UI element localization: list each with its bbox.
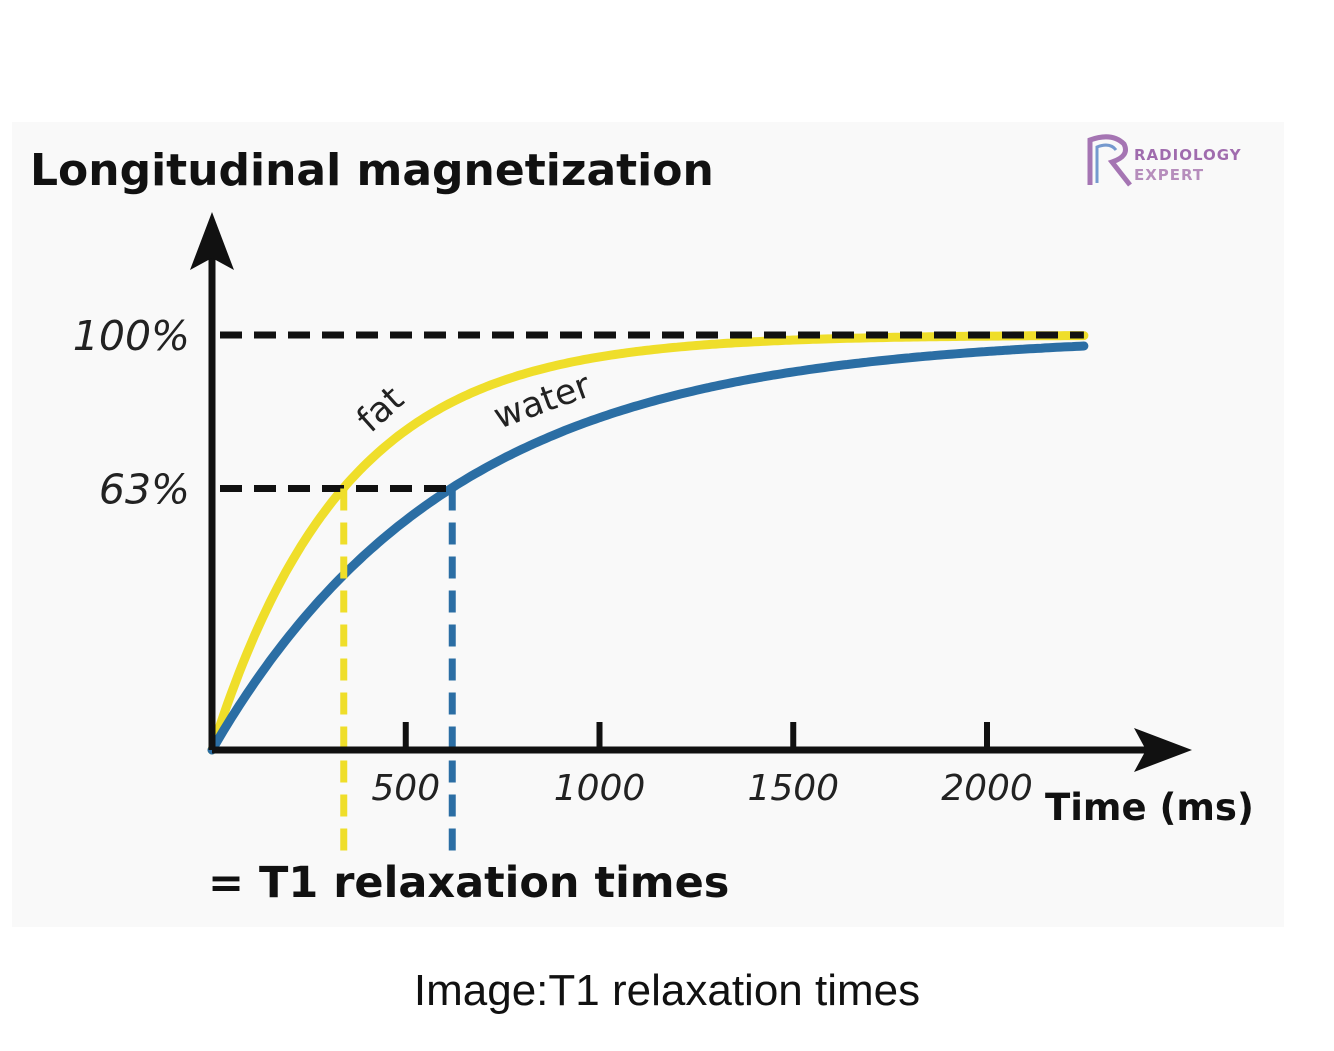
y-tick-label-63: 63% — [99, 466, 190, 514]
x-tick-label-1500: 1500 — [747, 768, 839, 809]
x-axis-arrow-icon — [1134, 728, 1192, 772]
logo-line1: RADIOLOGY — [1134, 146, 1242, 164]
radiology-expert-logo: RADIOLOGY EXPERT — [1087, 134, 1242, 187]
x-tick-label-1000: 1000 — [554, 768, 646, 809]
series-line-water — [207, 341, 1089, 755]
y-axis-title: Longitudinal magnetization — [30, 145, 714, 196]
x-tick-label-500: 500 — [371, 768, 440, 809]
x-axis-title: Time (ms) — [1045, 786, 1254, 829]
y-axis-arrow-icon — [190, 212, 234, 270]
y-tick-label-100: 100% — [73, 312, 190, 360]
logo-mark-icon — [1087, 134, 1132, 187]
t1-annotation: = T1 relaxation times — [208, 858, 729, 908]
figure-caption: Image:T1 relaxation times — [413, 966, 921, 1015]
x-tick-label-2000: 2000 — [941, 768, 1033, 809]
logo-line2: EXPERT — [1134, 166, 1204, 184]
